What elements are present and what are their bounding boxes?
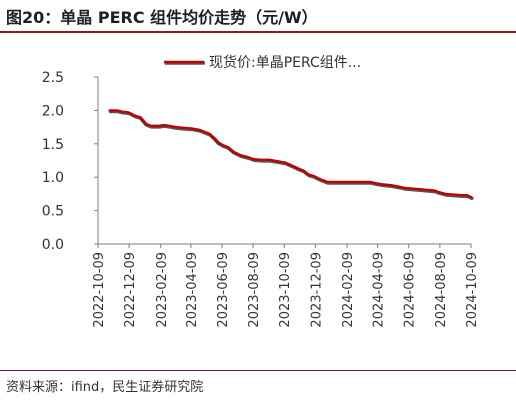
x-tick-label: 2023-08-09 xyxy=(247,252,262,328)
x-tick-label: 2024-10-09 xyxy=(465,252,480,328)
chart-title: 图20：单晶 PERC 组件均价走势（元/W） xyxy=(6,8,318,27)
series-line xyxy=(108,109,473,199)
price-line-chart: 现货价:单晶PERC组件... 0.0 0.5 1.0 1.5 2.0 2.5 2022-… xyxy=(42,54,480,328)
legend-label: 现货价:单晶PERC组件... xyxy=(209,54,361,71)
source-divider xyxy=(0,370,516,371)
x-tick-label: 2023-10-09 xyxy=(278,252,293,328)
x-axis: 2022-10-09 2022-12-09 2023-02-09 2023-04-09… xyxy=(92,243,480,328)
plot-area xyxy=(108,109,474,200)
x-tick-label: 2023-12-09 xyxy=(309,252,324,328)
x-tick-label: 2024-02-09 xyxy=(341,252,356,328)
x-tick-label: 2023-04-09 xyxy=(185,252,200,328)
y-tick-label: 1.0 xyxy=(42,170,64,186)
y-tick-label: 0.5 xyxy=(42,204,64,220)
source-note: 资料来源：ifind，民生证券研究院 xyxy=(6,380,204,395)
x-tick-label: 2023-02-09 xyxy=(155,252,170,328)
x-tick-label: 2024-06-09 xyxy=(403,252,418,328)
x-tick-label: 2024-04-09 xyxy=(372,252,387,328)
x-tick-label: 2022-10-09 xyxy=(92,252,107,328)
y-axis: 0.0 0.5 1.0 1.5 2.0 2.5 xyxy=(42,70,99,253)
y-tick-label: 2.0 xyxy=(42,103,64,119)
x-tick-label: 2022-12-09 xyxy=(123,252,138,328)
y-tick-label: 2.5 xyxy=(42,70,64,86)
title-divider xyxy=(0,31,516,33)
y-tick-label: 0.0 xyxy=(42,237,64,253)
y-tick-label: 1.5 xyxy=(42,137,64,153)
chart-legend: 现货价:单晶PERC组件... xyxy=(164,54,361,71)
x-tick-label: 2023-06-09 xyxy=(216,252,231,328)
x-tick-label: 2024-08-09 xyxy=(434,252,449,328)
